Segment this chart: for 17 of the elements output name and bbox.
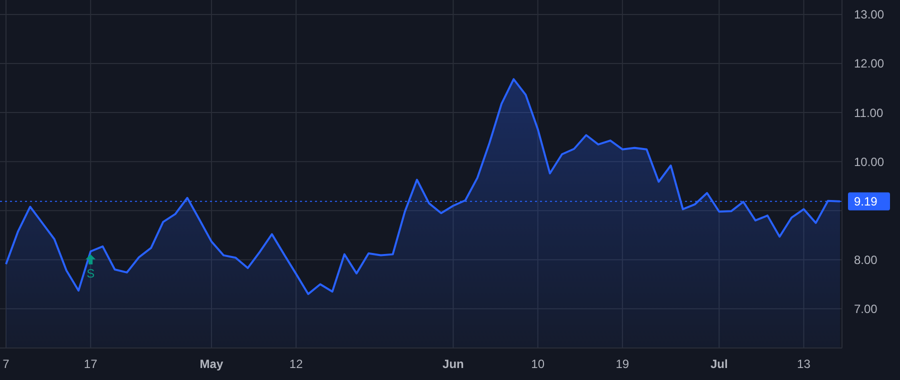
y-tick-label: 7.00 [854, 302, 878, 316]
x-tick-label: 19 [616, 357, 630, 371]
y-tick-label: 8.00 [854, 252, 878, 267]
y-tick-label: 13.00 [854, 8, 884, 22]
x-tick-label: 7 [2, 357, 10, 371]
x-tick-label: 17 [84, 357, 98, 371]
x-tick-label: 10 [531, 357, 545, 371]
annotation: S [86, 266, 95, 280]
x-tick-label: 12 [289, 357, 304, 371]
x-tick-label: Jul [710, 357, 728, 371]
ref-line-label: 9.19 [854, 194, 878, 209]
x-tick-label: Jun [442, 357, 464, 371]
y-tick-label: 11.00 [854, 106, 884, 120]
x-tick-label: 13 [797, 357, 811, 371]
y-tick-label: 10.00 [854, 154, 884, 169]
x-tick-label: May [200, 357, 224, 371]
y-tick-label: 12.00 [854, 56, 884, 71]
